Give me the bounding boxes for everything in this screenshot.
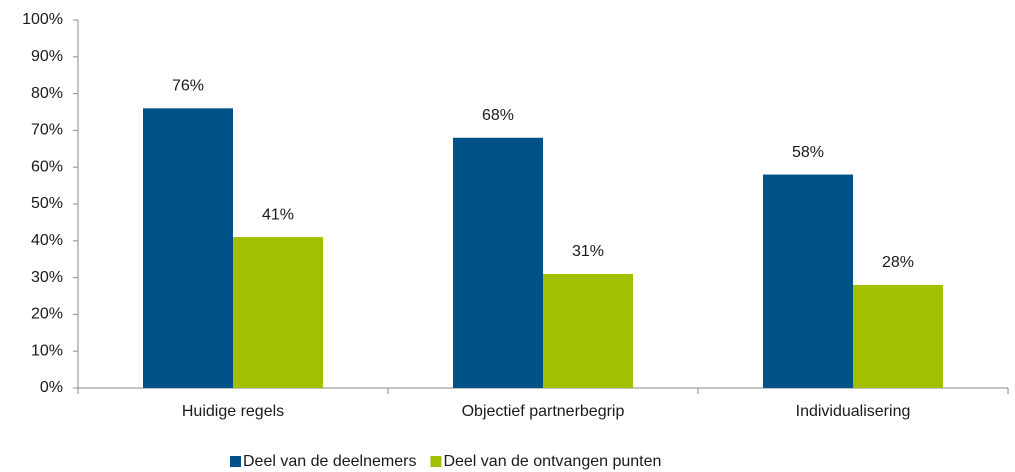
y-tick-label: 40%: [31, 232, 63, 249]
y-tick-label: 60%: [31, 158, 63, 175]
y-tick-label: 80%: [31, 85, 63, 102]
x-tick-label: Individualisering: [796, 403, 911, 420]
value-label: 31%: [572, 243, 604, 260]
y-tick-label: 50%: [31, 195, 63, 212]
value-label: 68%: [482, 107, 514, 124]
bar: [453, 137, 543, 388]
y-tick-label: 100%: [22, 11, 63, 28]
y-tick-label: 90%: [31, 48, 63, 65]
value-label: 41%: [262, 206, 294, 223]
y-tick-label: 30%: [31, 269, 63, 286]
bar: [543, 273, 633, 388]
legend-swatch: [230, 456, 241, 467]
y-tick-label: 10%: [31, 342, 63, 359]
bar: [853, 284, 943, 388]
legend-label: Deel van de ontvangen punten: [443, 453, 661, 470]
value-label: 58%: [792, 144, 824, 161]
value-label: 28%: [882, 254, 914, 271]
y-tick-label: 0%: [40, 379, 63, 396]
legend-label: Deel van de deelnemers: [243, 453, 416, 470]
y-tick-label: 20%: [31, 306, 63, 323]
legend-swatch: [430, 456, 442, 467]
bar: [233, 237, 323, 388]
x-tick-label: Objectief partnerbegrip: [462, 403, 625, 420]
y-tick-label: 70%: [31, 122, 63, 139]
value-label: 76%: [172, 78, 204, 95]
x-tick-label: Huidige regels: [182, 403, 284, 420]
bar: [763, 174, 853, 388]
bar: [143, 108, 233, 388]
